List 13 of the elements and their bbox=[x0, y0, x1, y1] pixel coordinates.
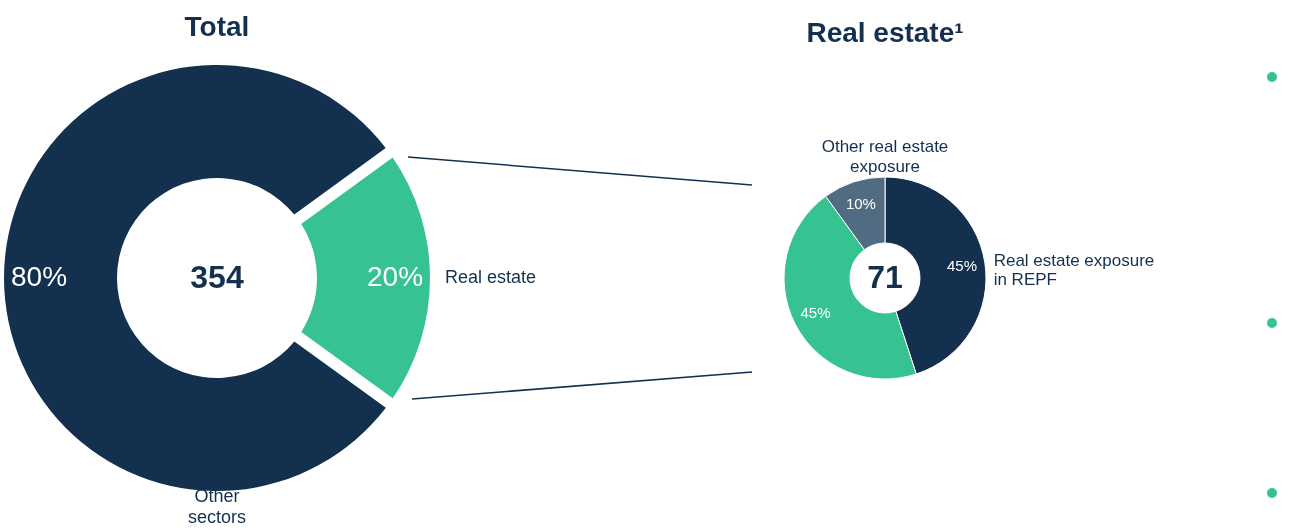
slice-label: Other sectors bbox=[187, 486, 247, 527]
slice-label: Other real estate exposure bbox=[821, 137, 949, 176]
text: 354 bbox=[190, 259, 244, 295]
slice-label: Real estate bbox=[445, 266, 537, 287]
data-label: 45% bbox=[800, 304, 831, 322]
text: 71 bbox=[867, 259, 903, 295]
data-label: 10% bbox=[845, 194, 876, 212]
data-label: 20% bbox=[366, 260, 424, 292]
chart-title: Real estate¹ bbox=[806, 17, 964, 48]
slice-label: Real estate exposure in REPF bbox=[993, 250, 1155, 290]
data-label: 80% bbox=[10, 261, 68, 293]
chart-title: Total bbox=[184, 11, 250, 42]
data-label: 45% bbox=[947, 256, 978, 274]
